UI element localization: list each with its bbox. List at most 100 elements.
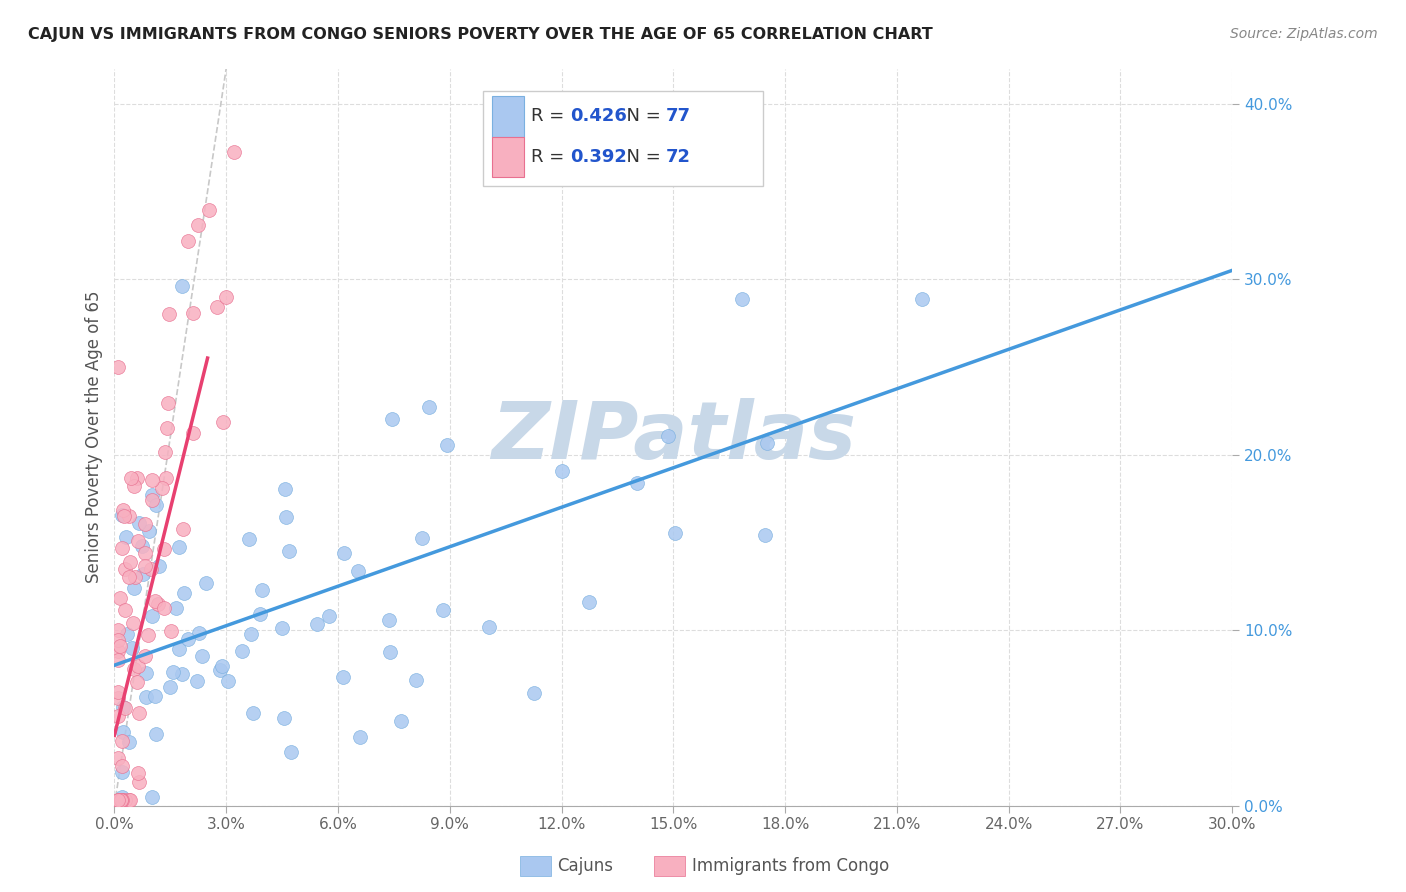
Point <box>145 498 167 512</box>
Point <box>418 401 440 415</box>
Text: N =: N = <box>616 107 666 126</box>
Point <box>127 765 149 780</box>
Text: N =: N = <box>616 148 666 166</box>
Point <box>141 493 163 508</box>
Point <box>318 609 340 624</box>
Point <box>305 617 328 632</box>
Point <box>250 583 273 598</box>
Point <box>122 478 145 492</box>
Text: 0.426: 0.426 <box>571 107 627 126</box>
Point <box>111 793 134 807</box>
Point <box>280 745 302 759</box>
Text: 0.392: 0.392 <box>571 148 627 166</box>
Point <box>143 593 166 607</box>
Point <box>212 415 235 429</box>
Point <box>148 558 170 573</box>
Point <box>114 530 136 544</box>
Point <box>153 445 176 459</box>
Point <box>432 602 454 616</box>
Point <box>118 735 141 749</box>
Point <box>127 659 149 673</box>
Point <box>111 508 134 522</box>
Point <box>111 789 134 804</box>
Point <box>141 609 163 624</box>
Point <box>114 603 136 617</box>
Point <box>108 591 131 605</box>
Point <box>333 546 356 560</box>
Point <box>159 680 181 694</box>
Point <box>108 639 131 653</box>
Point <box>120 470 142 484</box>
Point <box>167 541 190 555</box>
Point <box>191 649 214 664</box>
Point <box>162 665 184 679</box>
Point <box>128 516 150 530</box>
Point <box>111 541 134 555</box>
Point <box>117 793 139 807</box>
Point <box>157 396 180 410</box>
Point <box>107 644 129 658</box>
Point <box>107 690 129 705</box>
Point <box>378 645 401 659</box>
Point <box>523 686 546 700</box>
Point <box>170 279 193 293</box>
Point <box>107 751 129 765</box>
Point <box>731 292 754 306</box>
Point <box>110 793 132 807</box>
Point <box>550 464 572 478</box>
Point <box>139 561 162 575</box>
Point <box>211 658 233 673</box>
Point <box>125 674 148 689</box>
Point <box>198 202 221 217</box>
Point <box>177 235 200 249</box>
Point <box>153 600 176 615</box>
FancyBboxPatch shape <box>484 91 763 186</box>
Point <box>141 789 163 804</box>
Point <box>134 558 156 573</box>
Point <box>118 509 141 524</box>
Point <box>120 793 142 807</box>
Point <box>756 435 779 450</box>
Point <box>107 624 129 638</box>
Point <box>349 731 371 745</box>
Point <box>117 570 139 584</box>
Point <box>160 624 183 638</box>
Text: 72: 72 <box>665 148 690 166</box>
Point <box>405 673 427 687</box>
Point <box>141 473 163 487</box>
Point <box>273 711 295 725</box>
Point <box>112 724 135 739</box>
Point <box>107 632 129 647</box>
Point <box>378 613 401 627</box>
Point <box>215 290 238 304</box>
Point <box>107 793 129 807</box>
Point <box>107 709 129 723</box>
Point <box>188 626 211 640</box>
Point <box>124 662 146 676</box>
Point <box>172 666 194 681</box>
Point <box>110 793 132 807</box>
Point <box>173 586 195 600</box>
Point <box>381 412 404 426</box>
Text: ZIPatlas: ZIPatlas <box>491 398 856 476</box>
Text: CAJUN VS IMMIGRANTS FROM CONGO SENIORS POVERTY OVER THE AGE OF 65 CORRELATION CH: CAJUN VS IMMIGRANTS FROM CONGO SENIORS P… <box>28 27 932 42</box>
Point <box>152 481 174 495</box>
Point <box>108 793 131 807</box>
Point <box>436 438 458 452</box>
Point <box>478 620 501 634</box>
Point <box>131 539 153 553</box>
Point <box>127 534 149 549</box>
Point <box>114 701 136 715</box>
Point <box>346 564 368 578</box>
Point <box>754 527 776 541</box>
Point <box>249 607 271 622</box>
Point <box>181 425 204 440</box>
Point <box>664 525 686 540</box>
Point <box>134 516 156 531</box>
Point <box>186 673 208 688</box>
Point <box>270 622 292 636</box>
Point <box>135 665 157 680</box>
Point <box>207 300 229 314</box>
Text: R =: R = <box>531 148 571 166</box>
Point <box>165 600 187 615</box>
